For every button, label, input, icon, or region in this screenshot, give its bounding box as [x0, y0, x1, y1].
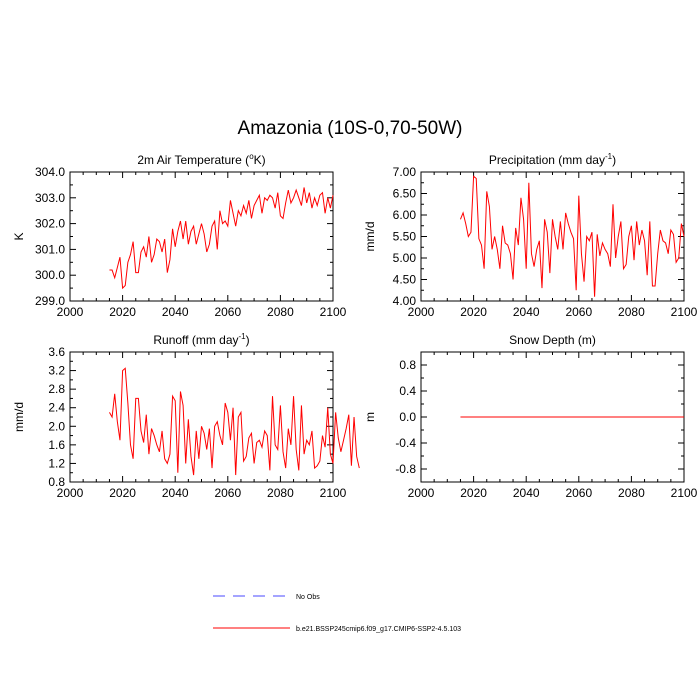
- chart-temperature-xtick-label: 2020: [109, 305, 136, 319]
- chart-temperature-frame: [69, 171, 334, 302]
- chart-temperature-ytick-label: 302.0: [35, 217, 65, 231]
- chart-precipitation-ytick-label: 4.00: [393, 294, 417, 308]
- chart-precipitation-xtick-label: 2060: [565, 305, 592, 319]
- chart-temperature-ytick-label: 300.0: [35, 268, 65, 282]
- chart-precipitation-xtick-label: 2100: [671, 305, 698, 319]
- legend: No Obs b.e21.BSSP245cmip6.f09_g17.CMIP6-…: [213, 594, 461, 633]
- chart-runoff-ytick-label: 3.6: [48, 345, 65, 359]
- chart-temperature-title-text: 2m Air Temperature (: [137, 153, 249, 167]
- chart-runoff-frame: [69, 351, 334, 483]
- chart-precipitation-title-text: Precipitation (mm day: [489, 153, 605, 167]
- chart-precipitation-ytick-label: 4.50: [393, 273, 417, 287]
- chart-precipitation-ylabel: mm/d: [363, 222, 377, 252]
- figure-title: Amazonia (10S-0,70-50W): [238, 118, 463, 139]
- chart-runoff-ytick-label: 0.8: [48, 475, 65, 489]
- chart-precipitation-xtick-label: 2020: [460, 305, 487, 319]
- chart-runoff-xtick-label: 2000: [57, 486, 84, 500]
- chart-runoff-series-line: [109, 367, 360, 476]
- chart-snow-depth-title: Snow Depth (m): [509, 333, 596, 347]
- chart-snow-depth-title-text: Snow Depth (m): [509, 333, 596, 347]
- chart-temperature-xtick-label: 2000: [57, 305, 84, 319]
- chart-snow-depth-ylabel: m: [363, 412, 377, 422]
- chart-snow-depth-ytick-label: -0.4: [395, 436, 416, 450]
- chart-precipitation-xtick-label: 2080: [618, 305, 645, 319]
- chart-runoff-ytick-label: 3.2: [48, 364, 65, 378]
- chart-temperature-title: 2m Air Temperature (oK): [137, 152, 265, 167]
- chart-runoff-title-text: Runoff (mm day: [153, 333, 238, 347]
- chart-snow-depth-ytick-label: 0.4: [399, 384, 416, 398]
- chart-snow-depth-xtick-label: 2080: [618, 486, 645, 500]
- chart-precipitation: Precipitation (mm day-1) mm/d 2000 2020 2040…: [363, 152, 698, 319]
- chart-runoff-xtick-label: 2080: [267, 486, 294, 500]
- chart-precipitation-xtick-label: 2000: [408, 305, 435, 319]
- chart-snow-depth-xtick-label: 2000: [408, 486, 435, 500]
- chart-temperature-series-line: [109, 187, 334, 290]
- chart-runoff-ytick-label: 2.4: [48, 401, 65, 415]
- chart-precipitation-ytick-label: 5.00: [393, 251, 417, 265]
- chart-runoff-xtick-label: 2040: [162, 486, 189, 500]
- chart-temperature-xtick-label: 2100: [320, 305, 347, 319]
- chart-runoff-ylabel: mm/d: [12, 402, 26, 432]
- chart-temperature-xtick-label: 2060: [214, 305, 241, 319]
- chart-snow-depth-xtick-label: 2060: [565, 486, 592, 500]
- chart-runoff-ytick-label: 1.2: [48, 456, 65, 470]
- chart-snow-depth-ytick-label: 0.0: [399, 410, 416, 424]
- chart-precipitation-frame: [420, 171, 685, 302]
- chart-snow-depth-xtick-label: 2020: [460, 486, 487, 500]
- chart-snow-depth-ytick-label: -0.8: [395, 462, 416, 476]
- chart-snow-depth-xtick-label: 2040: [513, 486, 540, 500]
- chart-temperature-xtick-label: 2080: [267, 305, 294, 319]
- chart-precipitation-title-tail: ): [612, 153, 616, 167]
- chart-precipitation-title: Precipitation (mm day-1): [489, 152, 616, 167]
- chart-runoff: Runoff (mm day-1) mm/d 2000 2020 2040 2060 208…: [12, 332, 360, 500]
- chart-precipitation-xtick-label: 2040: [513, 305, 540, 319]
- chart-temperature-ytick-label: 303.0: [35, 191, 65, 205]
- chart-temperature-ytick-label: 301.0: [35, 242, 65, 256]
- chart-snow-depth-ytick-label: 0.8: [399, 358, 416, 372]
- chart-temperature-title-tail: K): [254, 153, 266, 167]
- chart-snow-depth: Snow Depth (m) m 2000 2020 2040 2060 2080 2100 -…: [363, 333, 698, 500]
- chart-runoff-xtick-label: 2060: [214, 486, 241, 500]
- chart-precipitation-ytick-label: 6.00: [393, 208, 417, 222]
- chart-temperature-ylabel: K: [12, 232, 26, 240]
- chart-runoff-ytick-label: 2.8: [48, 382, 65, 396]
- chart-runoff-ytick-label: 2.0: [48, 419, 65, 433]
- chart-precipitation-ytick-label: 5.50: [393, 230, 417, 244]
- chart-precipitation-ytick-label: 7.00: [393, 165, 417, 179]
- chart-runoff-ytick-label: 1.6: [48, 438, 65, 452]
- chart-snow-depth-xtick-label: 2100: [671, 486, 698, 500]
- chart-temperature-ytick-label: 299.0: [35, 294, 65, 308]
- chart-precipitation-title-sup: -1: [605, 152, 613, 161]
- chart-precipitation-ytick-label: 6.50: [393, 187, 417, 201]
- chart-temperature-ytick-label: 304.0: [35, 165, 65, 179]
- chart-runoff-xtick-label: 2100: [320, 486, 347, 500]
- chart-temperature-title-sup: o: [249, 152, 254, 161]
- chart-runoff-title: Runoff (mm day-1): [153, 332, 249, 347]
- chart-temperature-xtick-label: 2040: [162, 305, 189, 319]
- chart-runoff-title-sup: -1: [239, 332, 247, 341]
- chart-precipitation-series-line: [459, 175, 685, 297]
- chart-temperature: 2m Air Temperature (oK) K 2000 2020 2040 2060…: [12, 152, 347, 319]
- chart-runoff-title-tail: ): [246, 333, 250, 347]
- chart-runoff-xtick-label: 2020: [109, 486, 136, 500]
- legend-obs-label: No Obs: [296, 594, 320, 601]
- legend-model-label: b.e21.BSSP245cmip6.f09_g17.CMIP6-SSP2-4.…: [296, 626, 461, 633]
